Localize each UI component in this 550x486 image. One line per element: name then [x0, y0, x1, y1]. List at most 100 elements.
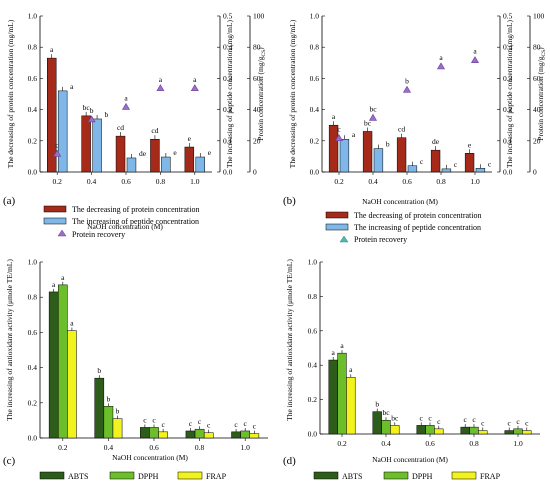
legend-c-label-abts: ABTS — [68, 472, 88, 481]
legend-b-label-protein: The decreasing of protein concentration — [354, 211, 482, 220]
legend-bottom-c: ABTS DPPH FRAP — [39, 471, 227, 481]
legend-bottom-d: ABTS DPPH FRAP — [313, 471, 501, 481]
panel-a-x-tick-label: 0.2 — [53, 177, 63, 186]
panel-c-label-frap: b — [116, 407, 120, 416]
panel-b-label-recovery: bc — [369, 104, 377, 113]
panel-a-ylabel-right2-sub: CS — [261, 50, 267, 57]
panel-d-bar-frap — [346, 376, 356, 435]
panel-b-ylabel-right2-end: ) — [536, 47, 545, 50]
panel-b-y2-tick-label: 0.0 — [503, 168, 513, 177]
legend-b-swatch-peptide — [325, 223, 349, 231]
panel-b-label-recovery: a — [439, 53, 443, 62]
legend-b-label-recovery: Protein recovery — [354, 235, 407, 244]
panel-b-bar-peptide — [441, 168, 452, 173]
panel-a-x-tick-label: 1.0 — [190, 177, 200, 186]
panel-b-label-peptide: c — [454, 160, 458, 169]
panel-a-label-peptide: a — [70, 82, 74, 91]
legend-c-swatch-dpph — [109, 471, 135, 480]
panel-a-bar-peptide — [126, 157, 137, 173]
panel-b-ylabel-left: The decreasing of protein concentration … — [288, 19, 297, 168]
panel-d-bar-dpph — [381, 419, 391, 435]
panel-d-label-abts: b — [375, 400, 379, 409]
panel-a-label-recovery: a — [124, 93, 128, 102]
panel-d-x-tick-label: 0.6 — [425, 439, 435, 448]
panel-c-label-frap: c — [207, 421, 211, 430]
panel-d-bar-frap — [478, 430, 488, 435]
panel-a-label-recovery: a — [193, 75, 197, 84]
panel-d-x-tick-label: 0.8 — [469, 439, 479, 448]
panel-d: The increasing of antioxidant activity (… — [283, 258, 540, 467]
panel-a-x-tick-label: 0.8 — [156, 177, 166, 186]
panel-c-label-dpph: c — [198, 417, 202, 426]
legend-d-swatch-abts — [313, 471, 339, 480]
panel-b-y3-tick-label: 100 — [533, 12, 545, 21]
panel-d-ylabel: The increasing of antioxidant activity (… — [285, 259, 294, 421]
panel-b-marker-recovery — [436, 62, 446, 70]
panel-d-bar-abts — [460, 426, 470, 435]
panel-a-y-tick-label: 0.0 — [28, 168, 38, 177]
legend-a-swatch-peptide — [43, 217, 67, 225]
panel-a-label-peptide: e — [208, 148, 212, 157]
panel-a-marker-recovery — [53, 149, 62, 157]
panel-c-bar-abts — [140, 427, 150, 439]
panel-d-bar-abts — [416, 425, 426, 435]
panel-a-bar-peptide — [161, 156, 171, 173]
panel-c: The increasing of antioxidant activity (… — [3, 258, 268, 467]
panel-d-y-tick-label: 0.2 — [308, 395, 318, 404]
panel-b-x-tick-label: 1.0 — [470, 177, 480, 186]
panel-b-y2-tick-label: 0.2 — [503, 105, 513, 114]
legend-c-label-dpph: DPPH — [138, 472, 159, 481]
panel-b-y2-tick-label: 0.1 — [503, 136, 513, 145]
panel-c-label-dpph: c — [244, 419, 248, 428]
panel-b-label-protein: a — [332, 112, 336, 121]
panel-a-label-recovery: b — [90, 106, 94, 115]
panel-d-x-tick-label: 0.2 — [337, 439, 347, 448]
panel-d-bar-abts — [372, 411, 382, 435]
legend-b-swatch-protein — [325, 211, 349, 219]
panel-d-label-frap: c — [481, 419, 485, 428]
panel-b-label-recovery: c — [337, 125, 341, 134]
panel-a-marker-recovery — [121, 102, 131, 110]
panel-d-label-dpph: c — [428, 413, 432, 422]
panel-c-label-abts: a — [52, 280, 56, 289]
panel-a-ylabel-right2: Protein concentration (mg/gCS) — [256, 47, 267, 141]
panel-a-label-peptide: b — [105, 110, 109, 119]
panel-c-y-tick-label: 0.6 — [28, 328, 38, 337]
panel-d-y-tick-label: 0.8 — [308, 292, 318, 301]
panel-c-label-abts: c — [234, 420, 238, 429]
panel-a-label: (a) — [3, 195, 16, 207]
panel-c-y-tick-label: 1.0 — [28, 258, 38, 267]
panel-a-y2-tick-label: 0.3 — [223, 74, 233, 83]
panel-b-label-protein: bc — [364, 118, 372, 127]
panel-a-ylabel-right2-main: Protein concentration (mg/g — [256, 56, 265, 140]
panel-b-y3-tick-label: 60 — [533, 74, 541, 83]
panel-c-xlabel: NaOH concentration (M) — [112, 453, 188, 462]
panel-a-marker-recovery — [190, 84, 199, 92]
panel-d-label-frap: c — [437, 417, 441, 426]
panel-a-y2-tick-label: 0.4 — [223, 43, 233, 52]
panel-a-bar-protein — [150, 138, 160, 173]
panel-c-label: (c) — [3, 455, 16, 467]
panel-c-label-dpph: a — [61, 273, 65, 282]
panel-b-bar-peptide — [407, 165, 418, 173]
panel-b-xlabel: NaOH concentration (M) — [362, 197, 438, 206]
panel-a-bar-protein — [184, 146, 195, 173]
panel-d-bar-frap — [522, 430, 532, 435]
panel-a-y3-tick-label: 100 — [253, 12, 265, 21]
legend-d-label-dpph: DPPH — [412, 472, 433, 481]
panel-b-bar-protein — [362, 131, 373, 173]
panel-c-bar-dpph — [240, 430, 251, 439]
legend-a-label-protein: The decreasing of protein concentration — [72, 205, 200, 214]
panel-c-bar-frap — [67, 330, 77, 439]
legend-a-swatch-protein — [43, 205, 67, 213]
panel-d-label-abts: a — [332, 348, 336, 357]
panel-d-label-abts: c — [508, 419, 512, 428]
panel-c-y-tick-label: 0.8 — [28, 293, 38, 302]
panel-d-label-abts: c — [420, 413, 424, 422]
panel-a-bar-peptide — [195, 156, 205, 173]
legend-a-marker-recovery — [57, 229, 67, 237]
panel-a-y2-tick-label: 0.2 — [223, 105, 233, 114]
panel-b-bar-protein — [396, 137, 407, 173]
panel-b-label-peptide: c — [420, 157, 424, 166]
panel-b-x-tick-label: 0.8 — [436, 177, 446, 186]
